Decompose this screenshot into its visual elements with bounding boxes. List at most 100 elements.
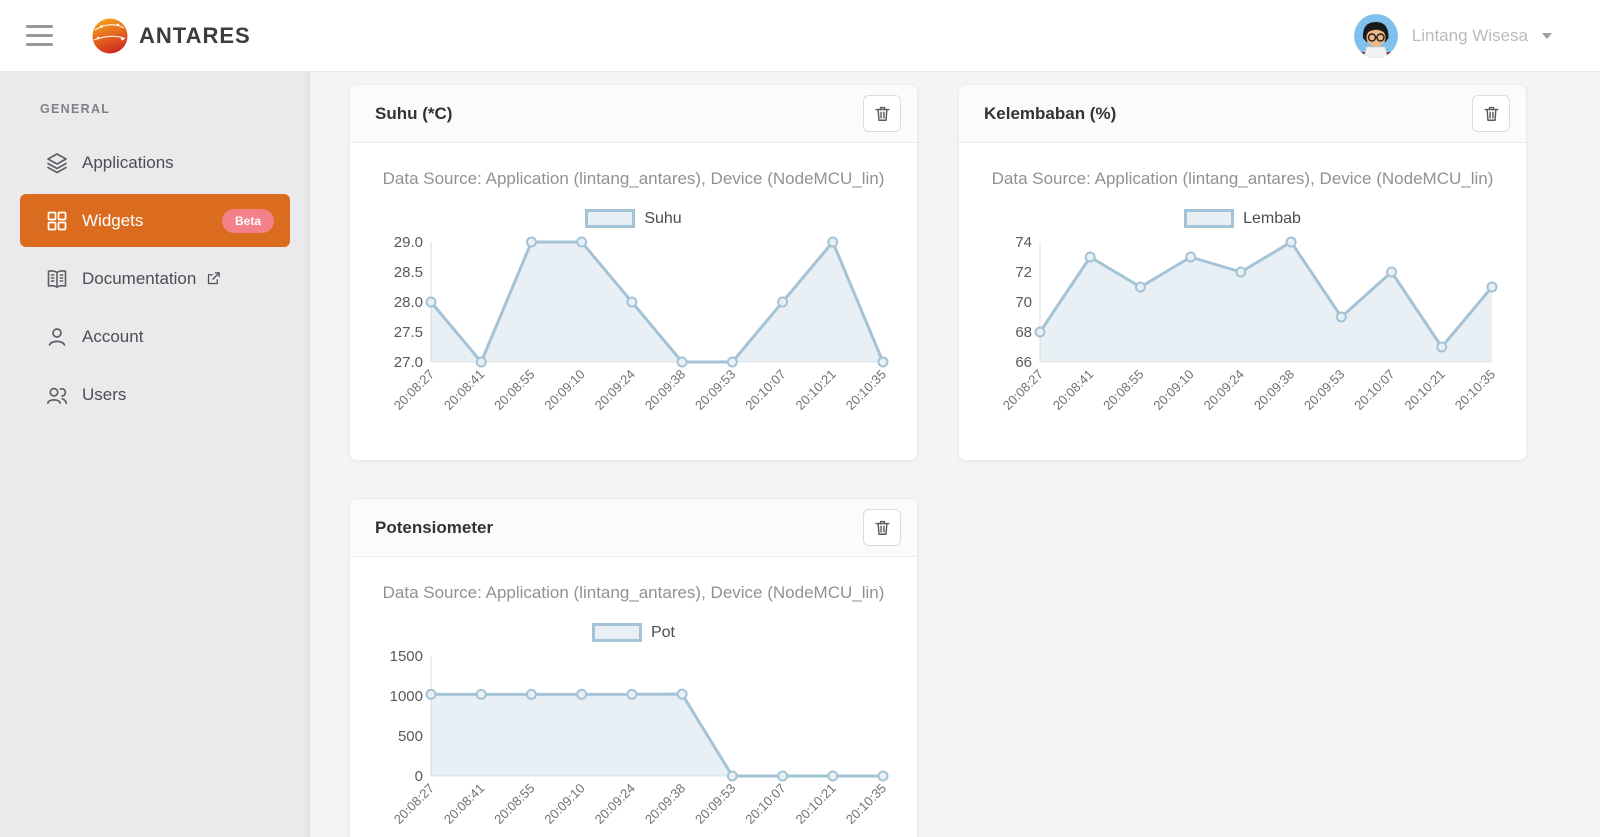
delete-widget-button[interactable]: [863, 509, 901, 546]
widget-title: Kelembaban (%): [984, 103, 1117, 123]
widget-card-body: Data Source: Application (lintang_antare…: [350, 557, 917, 837]
svg-text:20:08:41: 20:08:41: [441, 367, 487, 413]
sidebar-item-label: Documentation: [82, 268, 197, 288]
brand-logo: ANTARES: [91, 17, 251, 55]
trash-icon: [874, 520, 890, 535]
svg-text:66: 66: [1015, 354, 1032, 371]
svg-text:27.0: 27.0: [394, 354, 423, 371]
svg-text:28.5: 28.5: [394, 264, 423, 281]
hamburger-menu-button[interactable]: [20, 19, 59, 52]
widget-title: Potensiometer: [375, 517, 494, 537]
trash-icon: [1483, 106, 1499, 121]
svg-text:20:10:21: 20:10:21: [793, 781, 839, 827]
widget-card-kelembaban: Kelembaban (%) Data Source: Application …: [958, 84, 1527, 461]
chart-legend: Pot: [370, 623, 897, 642]
person-icon: [48, 327, 66, 346]
svg-text:29.0: 29.0: [394, 234, 423, 251]
svg-text:20:10:21: 20:10:21: [793, 367, 839, 413]
legend-swatch: [1184, 209, 1235, 228]
svg-text:20:09:10: 20:09:10: [541, 781, 587, 827]
delete-widget-button[interactable]: [863, 95, 901, 132]
svg-text:20:09:53: 20:09:53: [692, 781, 738, 827]
svg-text:20:08:55: 20:08:55: [1100, 367, 1146, 413]
legend-swatch: [591, 623, 642, 642]
sidebar-item-account[interactable]: Account: [20, 310, 290, 363]
svg-text:20:09:24: 20:09:24: [1201, 367, 1247, 413]
widget-card-potensiometer: Potensiometer Data Source: Application (…: [349, 498, 918, 837]
svg-text:20:08:41: 20:08:41: [441, 781, 487, 827]
svg-text:20:09:24: 20:09:24: [592, 367, 638, 413]
trash-icon: [874, 106, 890, 121]
legend-label: Lembab: [1243, 209, 1301, 227]
legend-label: Pot: [650, 623, 675, 641]
delete-widget-button[interactable]: [1472, 95, 1510, 132]
svg-text:20:09:38: 20:09:38: [642, 781, 688, 827]
svg-text:28.0: 28.0: [394, 294, 423, 311]
svg-text:68: 68: [1015, 324, 1032, 341]
svg-text:20:09:38: 20:09:38: [642, 367, 688, 413]
svg-text:20:08:27: 20:08:27: [391, 367, 437, 413]
svg-text:0: 0: [415, 768, 423, 785]
svg-text:20:08:41: 20:08:41: [1050, 367, 1096, 413]
sidebar-item-label: Users: [82, 384, 127, 404]
svg-text:20:08:27: 20:08:27: [1000, 367, 1046, 413]
widget-card-header: Potensiometer: [350, 499, 917, 557]
antares-globe-icon: [92, 18, 128, 53]
svg-text:20:10:07: 20:10:07: [1351, 367, 1397, 413]
svg-text:20:09:53: 20:09:53: [1301, 367, 1347, 413]
beta-badge: Beta: [221, 208, 274, 233]
svg-text:20:09:10: 20:09:10: [541, 367, 587, 413]
sidebar-item-label: Account: [82, 326, 144, 346]
user-menu[interactable]: Lintang Wisesa: [1353, 13, 1552, 58]
widget-card-header: Suhu (*C): [350, 85, 917, 143]
widget-card-suhu: Suhu (*C) Data Source: Application (lint…: [349, 84, 918, 461]
widget-title: Suhu (*C): [375, 103, 453, 123]
svg-text:20:08:55: 20:08:55: [491, 781, 537, 827]
brand-name: ANTARES: [139, 22, 251, 48]
sidebar-section-label: GENERAL: [40, 102, 111, 116]
svg-text:20:08:55: 20:08:55: [491, 367, 537, 413]
svg-text:20:09:38: 20:09:38: [1251, 367, 1297, 413]
svg-text:20:09:24: 20:09:24: [592, 781, 638, 827]
svg-text:27.5: 27.5: [394, 324, 423, 341]
sidebar-item-users[interactable]: Users: [20, 368, 290, 421]
external-link-icon: [208, 272, 221, 285]
svg-text:1500: 1500: [390, 648, 423, 665]
widget-card-body: Data Source: Application (lintang_antare…: [959, 143, 1526, 445]
sidebar: GENERAL Applications Widgets Beta: [0, 72, 310, 837]
svg-text:20:10:07: 20:10:07: [742, 367, 788, 413]
svg-text:70: 70: [1015, 294, 1032, 311]
svg-text:20:10:07: 20:10:07: [742, 781, 788, 827]
svg-text:20:09:10: 20:09:10: [1150, 367, 1196, 413]
app-header: ANTARES Lintang Wisesa: [0, 0, 1600, 72]
widget-card-body: Data Source: Application (lintang_antare…: [350, 143, 917, 445]
layers-icon: [47, 152, 67, 173]
sidebar-item-documentation[interactable]: Documentation: [20, 252, 290, 305]
sidebar-item-applications[interactable]: Applications: [20, 136, 290, 189]
user-name: Lintang Wisesa: [1411, 25, 1528, 45]
svg-text:500: 500: [398, 728, 423, 745]
sidebar-item-widgets[interactable]: Widgets Beta: [20, 194, 290, 247]
data-source-text: Data Source: Application (lintang_antare…: [382, 583, 885, 602]
chart-legend: Suhu: [370, 209, 897, 228]
svg-text:1000: 1000: [390, 688, 423, 705]
data-source-text: Data Source: Application (lintang_antare…: [991, 169, 1494, 188]
svg-text:72: 72: [1015, 264, 1032, 281]
chevron-down-icon: [1542, 32, 1552, 39]
svg-text:20:10:21: 20:10:21: [1402, 367, 1448, 413]
svg-text:20:10:35: 20:10:35: [843, 367, 889, 413]
data-source-text: Data Source: Application (lintang_antare…: [382, 169, 885, 188]
legend-label: Suhu: [644, 209, 682, 227]
sidebar-item-label: Applications: [82, 152, 174, 172]
svg-text:20:10:35: 20:10:35: [843, 781, 889, 827]
svg-text:20:10:35: 20:10:35: [1452, 367, 1498, 413]
book-icon: [47, 269, 67, 288]
sidebar-item-label: Widgets: [82, 210, 144, 230]
people-icon: [46, 387, 68, 404]
chart-legend: Lembab: [979, 209, 1506, 228]
svg-text:20:09:53: 20:09:53: [692, 367, 738, 413]
widget-card-header: Kelembaban (%): [959, 85, 1526, 143]
legend-swatch: [585, 209, 636, 228]
